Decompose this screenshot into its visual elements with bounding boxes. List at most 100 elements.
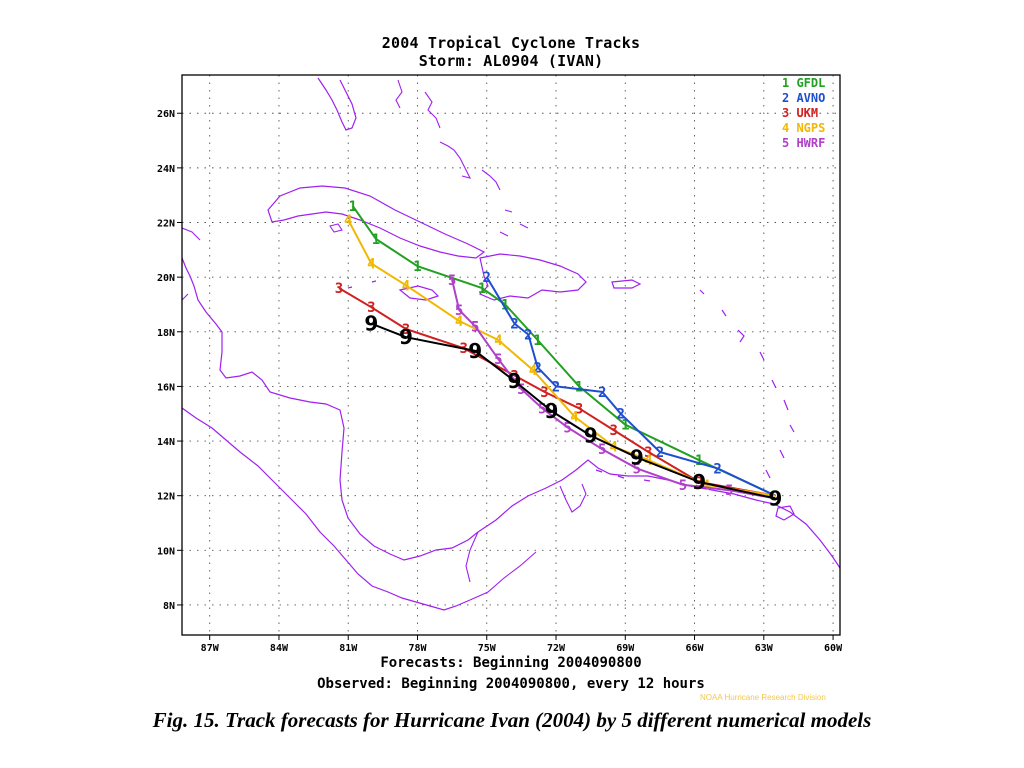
lon-tick-label: 84W	[270, 643, 289, 654]
lat-tick-label: 20N	[157, 273, 175, 284]
lat-tick-label: 16N	[157, 382, 175, 393]
coastlines	[182, 77, 840, 611]
legend-item-gfdl: 1 GFDL	[782, 76, 826, 90]
track-marker-ngps: 4	[367, 256, 375, 272]
hurricane-symbol-icon: 9	[508, 369, 522, 393]
track-marker-hwrf: 5	[471, 319, 479, 335]
track-marker-ngps: 4	[455, 314, 463, 330]
track-map: 1111111112222222223333333333444444444455…	[157, 74, 843, 654]
track-marker-ngps: 4	[402, 278, 410, 294]
track-marker-gfdl: 1	[413, 259, 421, 275]
legend-item-hwrf: 5 HWRF	[782, 136, 826, 150]
track-marker-hwrf: 5	[448, 273, 456, 289]
track-marker-ukm: 3	[575, 401, 583, 417]
lon-tick-label: 60W	[824, 643, 843, 654]
lat-tick-label: 8N	[163, 601, 175, 612]
lon-tick-label: 63W	[755, 643, 774, 654]
track-marker-gfdl: 1	[575, 379, 583, 395]
track-marker-avno: 2	[598, 385, 606, 401]
track-marker-gfdl: 1	[695, 453, 703, 469]
track-line-gfdl	[351, 205, 776, 497]
track-marker-hwrf: 5	[494, 352, 502, 368]
track-marker-gfdl: 1	[533, 333, 541, 349]
coastline-abc-islands	[595, 469, 651, 482]
track-marker-ngps: 4	[570, 409, 578, 425]
track-marker-hwrf: 5	[598, 442, 606, 458]
track-marker-avno: 2	[616, 407, 624, 423]
hurricane-symbol-icon: 9	[584, 424, 598, 448]
track-marker-gfdl: 1	[478, 281, 486, 297]
track-marker-avno: 2	[483, 270, 491, 286]
hurricane-symbol-icon: 9	[399, 325, 413, 349]
track-marker-ukm: 3	[367, 300, 375, 316]
track-marker-ukm: 3	[335, 281, 343, 297]
track-marker-hwrf: 5	[633, 461, 641, 477]
axes: 87W 84W 81W 78W 75W 72W 69W 66W 63W 60W8N10N12N14…	[157, 109, 843, 654]
lat-lon-grid	[182, 75, 840, 635]
hurricane-symbol-icon: 9	[692, 470, 706, 494]
coastline-jamaica	[398, 285, 440, 301]
coastline-inland-1	[465, 531, 537, 601]
lat-tick-label: 18N	[157, 328, 175, 339]
lon-tick-label: 87W	[201, 643, 220, 654]
track-marker-avno: 2	[533, 360, 541, 376]
track-line-ukm	[338, 287, 776, 497]
track-marker-avno: 2	[510, 317, 518, 333]
coastline-bahamas-5	[499, 209, 529, 237]
coastline-trinidad	[775, 505, 795, 521]
coastline-bahamas-4	[481, 169, 501, 191]
lon-tick-label: 75W	[478, 643, 497, 654]
track-marker-gfdl: 1	[621, 418, 629, 434]
coastline-lesser-antilles	[699, 289, 795, 479]
plot-frame	[181, 74, 841, 636]
track-marker-ngps: 4	[494, 333, 502, 349]
coastline-cuba	[267, 185, 486, 259]
chart-subtitle: Storm: AL0904 (IVAN)	[418, 52, 604, 70]
track-marker-gfdl: 1	[501, 297, 509, 313]
track-line-avno	[485, 276, 776, 497]
lon-tick-label: 72W	[547, 643, 566, 654]
coastline-bahamas-2	[424, 91, 441, 129]
track-marker-hwrf: 5	[455, 303, 463, 319]
legend-item-ukm: 3 UKM	[782, 106, 819, 120]
coastline-cayman	[347, 280, 377, 289]
coastline-bahamas-1	[395, 79, 403, 109]
forecast-start-text: Forecasts: Beginning 2004090800	[380, 655, 642, 671]
track-line-ngps	[347, 219, 776, 497]
forecast-tracks: 1111111112222222223333333333444444444455…	[335, 199, 776, 500]
chart-title: 2004 Tropical Cyclone Tracks	[381, 34, 641, 52]
track-marker-ukm: 3	[510, 368, 518, 384]
track-marker-ukm: 3	[644, 445, 652, 461]
lat-tick-label: 10N	[157, 546, 175, 557]
lat-tick-label: 22N	[157, 219, 175, 230]
lon-tick-label: 78W	[408, 643, 427, 654]
track-marker-ngps: 4	[344, 213, 352, 229]
lon-tick-label: 66W	[686, 643, 705, 654]
track-marker-hwrf: 5	[517, 382, 525, 398]
coastline-gulf-west	[182, 227, 201, 301]
track-marker-avno: 2	[524, 328, 532, 344]
track-marker-hwrf: 5	[563, 420, 571, 436]
hurricane-symbol-icon: 9	[364, 312, 378, 336]
coastline-isla-juventud	[329, 223, 343, 233]
coastline-central-america	[182, 257, 479, 561]
track-marker-hwrf: 5	[538, 401, 546, 417]
hurricane-symbol-icon: 9	[468, 339, 482, 363]
credit-text: NOAA Hurricane Research Division	[700, 693, 826, 701]
track-marker-ngps: 4	[702, 478, 710, 494]
lon-tick-label: 69W	[616, 643, 635, 654]
coastline-puerto-rico	[611, 279, 642, 289]
lat-tick-label: 24N	[157, 164, 175, 175]
track-marker-gfdl: 1	[349, 199, 357, 215]
coastline-south-america	[477, 459, 840, 569]
hurricane-symbol-icon: 9	[544, 399, 558, 423]
lat-tick-label: 26N	[157, 109, 175, 120]
track-marker-ukm: 3	[402, 322, 410, 338]
hurricane-symbol-icon: 9	[630, 445, 644, 469]
coastline-florida	[317, 77, 357, 131]
coastline-lake-maracaibo	[559, 483, 587, 513]
lon-tick-label: 81W	[339, 643, 358, 654]
legend-item-avno: 2 AVNO	[782, 91, 826, 105]
hurricane-symbol-icon: 9	[768, 486, 782, 510]
